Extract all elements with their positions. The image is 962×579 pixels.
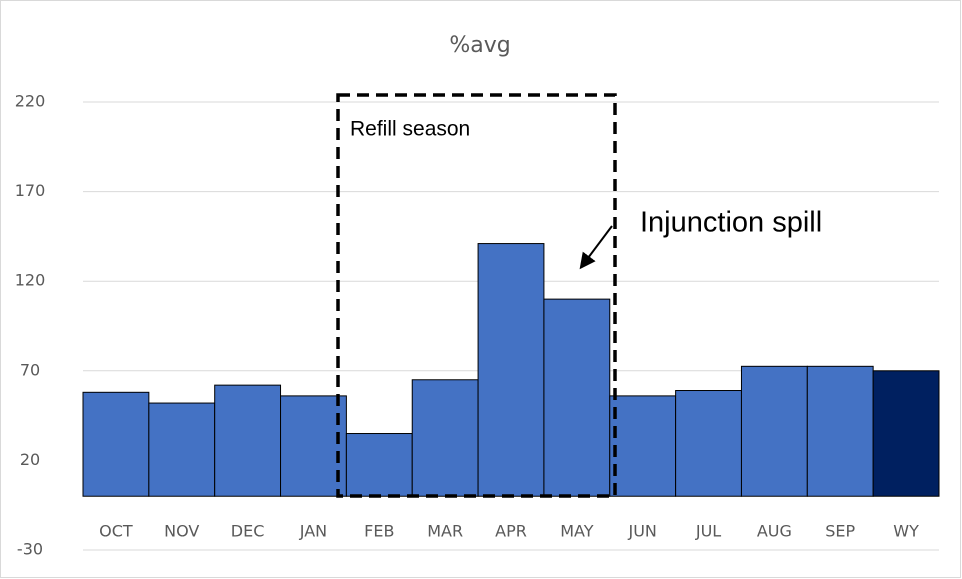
y-tick-label: 220	[15, 92, 46, 111]
bar	[280, 395, 347, 497]
x-tick-label: SEP	[825, 522, 855, 541]
y-tick-label: 120	[15, 271, 46, 290]
y-tick-label: 170	[15, 181, 46, 200]
x-tick-label: AUG	[757, 522, 792, 541]
bar	[675, 390, 742, 497]
arrow	[579, 225, 613, 270]
bar	[411, 379, 479, 497]
x-tick-label: WY	[893, 522, 919, 541]
x-tick-label: NOV	[164, 522, 199, 541]
bar	[609, 395, 677, 497]
refill-box	[336, 93, 617, 498]
y-tick-label: -30	[17, 540, 43, 559]
bar	[345, 433, 413, 497]
x-tick-label: JUL	[695, 522, 721, 541]
annotation: Refill season	[350, 118, 470, 141]
bar	[872, 370, 940, 497]
x-tick-label: JAN	[299, 522, 327, 541]
bar	[214, 384, 282, 497]
bars	[82, 243, 940, 497]
x-tick-label: OCT	[99, 522, 133, 541]
x-tick-label: DEC	[231, 522, 265, 541]
chart-title: %avg	[449, 33, 510, 58]
x-tick-label: FEB	[364, 522, 394, 541]
x-tick-label: MAY	[560, 522, 594, 541]
bar	[806, 365, 874, 497]
bar	[543, 298, 611, 497]
x-tick-label: JUN	[627, 522, 656, 541]
bar	[740, 365, 808, 497]
annotation: Injunction spill	[640, 207, 822, 239]
y-tick-label: 70	[20, 360, 40, 379]
bar	[82, 391, 150, 497]
y-tick-label: 20	[20, 450, 40, 469]
bar	[477, 243, 545, 497]
x-tick-label: MAR	[427, 522, 463, 541]
bar	[148, 402, 216, 497]
x-tick-label: APR	[495, 522, 527, 541]
